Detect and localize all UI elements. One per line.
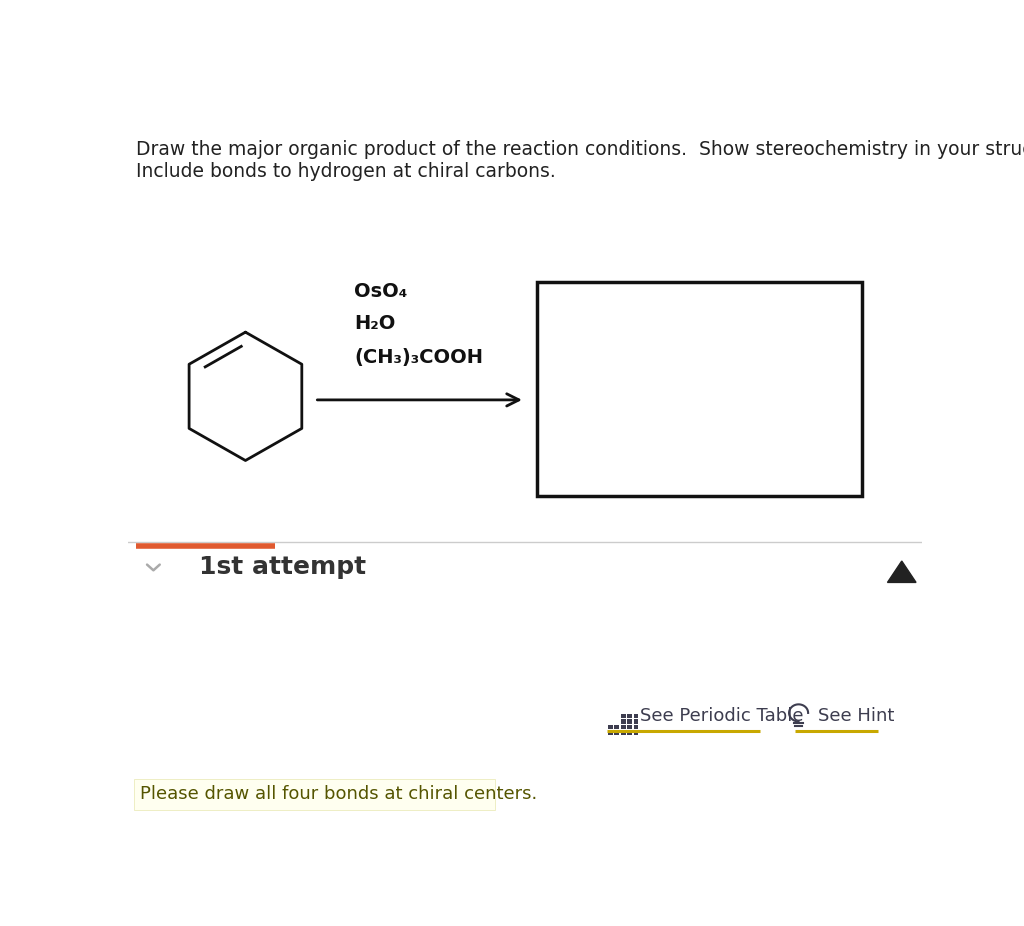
Text: See Hint: See Hint (818, 707, 895, 725)
Bar (627, 731, 632, 735)
Bar (627, 720, 632, 723)
Bar (634, 731, 638, 735)
Bar (621, 720, 626, 723)
Bar (627, 725, 632, 730)
Bar (621, 714, 626, 718)
Bar (134, 779, 496, 810)
Bar (537, 282, 862, 496)
Bar (621, 725, 626, 730)
Bar (614, 731, 620, 735)
Bar (627, 714, 632, 718)
Bar (608, 731, 613, 735)
Text: Draw the major organic product of the reaction conditions.  Show stereochemistry: Draw the major organic product of the re… (136, 140, 1024, 158)
Bar (614, 725, 620, 730)
Bar (634, 720, 638, 723)
Text: H₂O: H₂O (354, 314, 395, 333)
Text: Please draw all four bonds at chiral centers.: Please draw all four bonds at chiral cen… (140, 785, 538, 803)
Bar (634, 714, 638, 718)
Bar (621, 731, 626, 735)
Text: 1st attempt: 1st attempt (200, 556, 367, 580)
Bar (608, 725, 613, 730)
Polygon shape (888, 561, 916, 582)
Bar (634, 725, 638, 730)
Text: OsO₄: OsO₄ (354, 282, 408, 301)
Text: Include bonds to hydrogen at chiral carbons.: Include bonds to hydrogen at chiral carb… (136, 162, 556, 181)
Text: See Periodic Table: See Periodic Table (640, 707, 804, 725)
Text: (CH₃)₃COOH: (CH₃)₃COOH (354, 348, 483, 367)
